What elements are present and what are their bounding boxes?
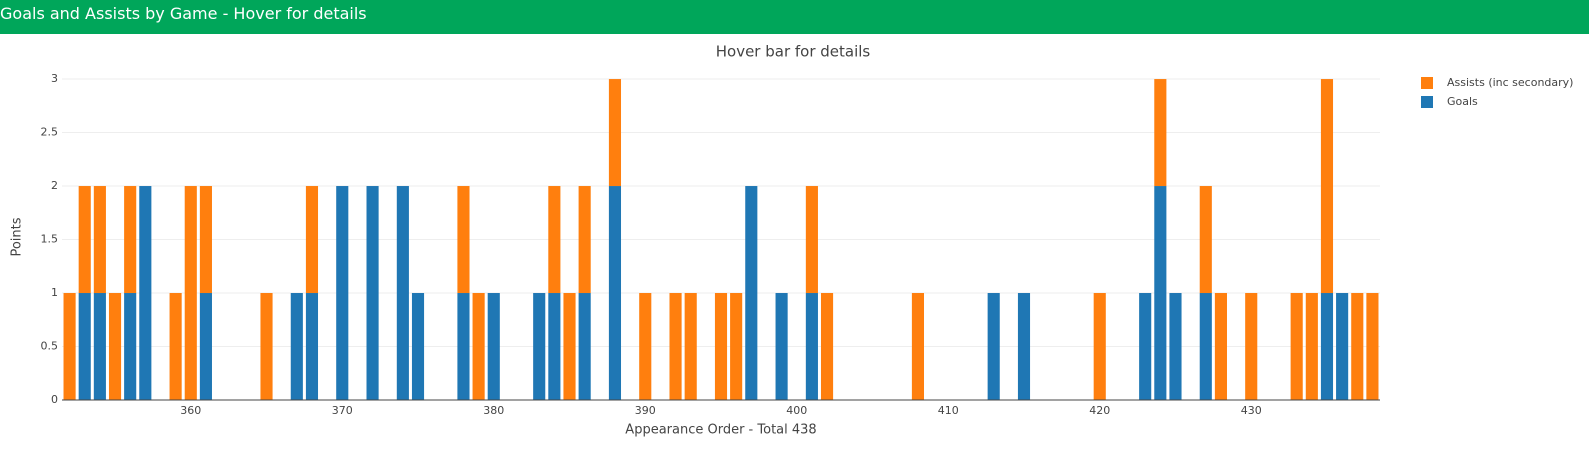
y-tick-label: 2.5 — [41, 126, 59, 139]
x-tick-label: 380 — [483, 404, 504, 417]
bar — [1139, 293, 1152, 400]
y-tick-label: 3 — [51, 72, 58, 85]
bar — [457, 186, 470, 294]
legend-swatch — [1421, 96, 1433, 108]
bar — [745, 186, 758, 400]
bar — [1320, 293, 1334, 400]
bar — [533, 293, 546, 400]
legend-swatch — [1421, 77, 1433, 89]
x-tick-label: 410 — [938, 404, 959, 417]
bar — [78, 293, 91, 400]
bar — [548, 293, 561, 400]
bar — [1093, 293, 1106, 400]
bar — [1305, 293, 1318, 400]
bar — [669, 293, 682, 400]
bar — [1017, 293, 1031, 400]
bar — [1366, 293, 1379, 400]
bar — [1351, 293, 1364, 400]
bar — [1320, 79, 1334, 294]
bar — [608, 186, 622, 400]
bar — [78, 186, 91, 294]
bar — [563, 293, 576, 400]
y-tick-label: 2 — [51, 179, 58, 192]
chart: Hover bar for details Appearance Order -… — [10, 43, 1574, 438]
bar — [472, 293, 485, 400]
bar — [93, 186, 106, 294]
bar — [714, 293, 728, 400]
bar — [820, 293, 834, 400]
bar — [305, 186, 319, 294]
bar — [1199, 186, 1212, 294]
bar — [63, 293, 76, 400]
y-axis-label: Points — [10, 217, 25, 256]
bar — [1336, 293, 1349, 400]
bar — [290, 293, 303, 400]
bar — [578, 293, 591, 400]
bar — [911, 293, 925, 400]
chart-title: Hover bar for details — [716, 43, 871, 61]
x-tick-label: 360 — [180, 404, 201, 417]
bar — [684, 293, 697, 400]
x-tick-label: 370 — [332, 404, 353, 417]
bar — [1214, 293, 1227, 400]
bar — [1290, 293, 1303, 400]
y-tick-label: 1 — [51, 286, 58, 299]
bar — [578, 186, 591, 294]
bar — [608, 79, 622, 187]
bar — [1154, 186, 1167, 400]
bar — [457, 293, 470, 400]
bar — [411, 293, 425, 400]
bar — [124, 293, 137, 400]
header-title: Goals and Assists by Game - Hover for de… — [0, 0, 1589, 34]
bar — [336, 186, 349, 400]
bar — [396, 186, 409, 400]
bar — [366, 186, 379, 400]
y-tick-label: 1.5 — [41, 233, 59, 246]
bar — [775, 293, 788, 400]
x-tick-label: 420 — [1089, 404, 1110, 417]
bar — [730, 293, 743, 400]
bar — [199, 186, 212, 294]
bar — [987, 293, 1000, 400]
bar — [805, 293, 818, 400]
bar — [1199, 293, 1212, 400]
legend-label: Goals — [1447, 95, 1478, 108]
bar — [139, 186, 152, 400]
bar — [548, 186, 561, 294]
y-tick-label: 0.5 — [41, 340, 59, 353]
x-tick-label: 390 — [635, 404, 656, 417]
bar — [108, 293, 122, 400]
bar — [169, 293, 182, 400]
bar — [1169, 293, 1182, 400]
x-tick-label: 430 — [1241, 404, 1262, 417]
bar — [199, 293, 212, 400]
x-tick-label: 400 — [786, 404, 807, 417]
bar — [487, 293, 500, 400]
bar — [639, 293, 652, 400]
bar — [124, 186, 137, 294]
legend-label: Assists (inc secondary) — [1447, 76, 1573, 89]
bar — [805, 186, 818, 294]
bar — [305, 293, 319, 400]
bar — [1245, 293, 1258, 400]
bar — [184, 186, 197, 400]
bar — [93, 293, 106, 400]
bar — [1154, 79, 1167, 187]
bar — [260, 293, 273, 400]
y-tick-label: 0 — [51, 393, 58, 406]
x-axis-label: Appearance Order - Total 438 — [625, 423, 816, 438]
